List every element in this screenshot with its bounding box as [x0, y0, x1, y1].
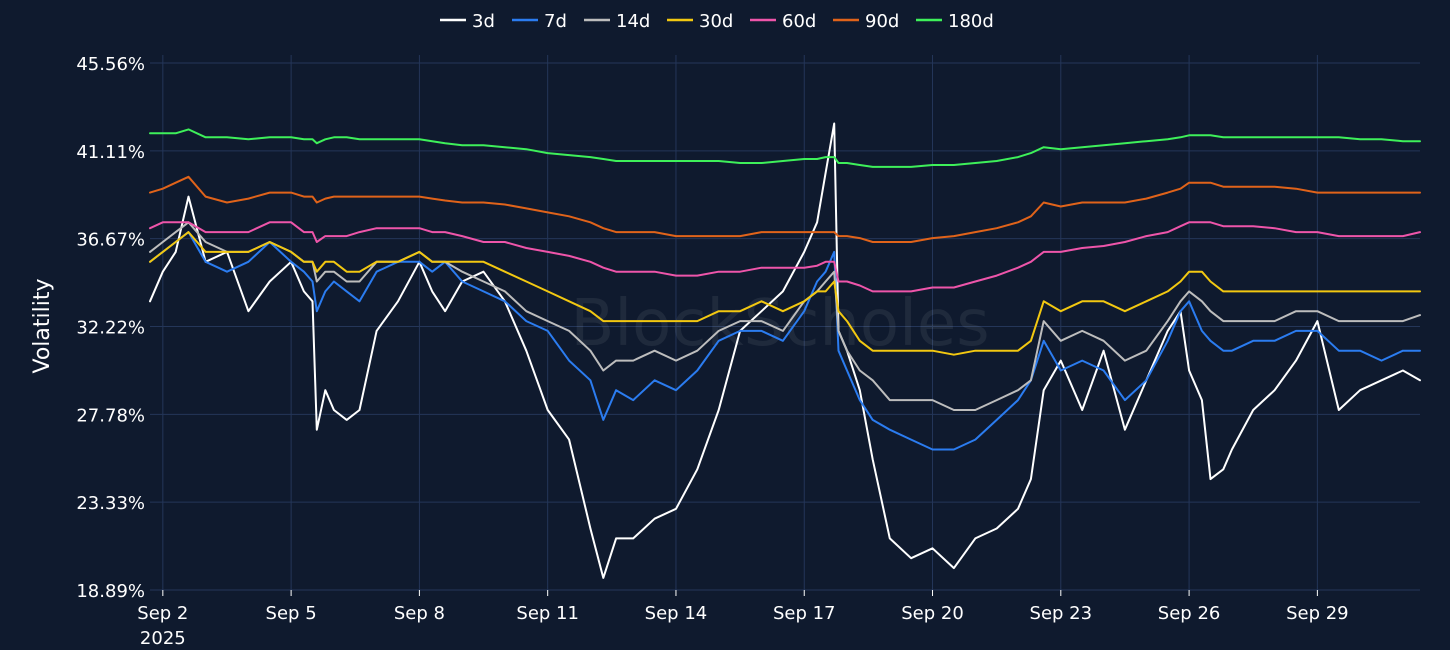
x-tick-label: Sep 14	[645, 603, 708, 624]
x-tick-label: Sep 17	[773, 603, 836, 624]
series-line-7d	[149, 231, 1421, 451]
y-tick-label: 32.22%	[76, 318, 145, 339]
series-line-90d	[149, 175, 1421, 243]
legend-item-180d[interactable]: 180d	[916, 11, 994, 32]
legend-label: 14d	[616, 11, 650, 32]
legend-label: 30d	[699, 11, 733, 32]
x-tick-label: Sep 26	[1158, 603, 1221, 624]
y-tick-label: 23.33%	[76, 493, 145, 514]
x-tick-label: Sep 20	[901, 603, 964, 624]
legend-label: 90d	[865, 11, 899, 32]
watermark-logo: BlockScholes	[570, 287, 989, 361]
grid-lines	[150, 55, 1420, 591]
legend-item-30d[interactable]: 30d	[667, 11, 733, 32]
y-tick-label: 18.89%	[76, 581, 145, 602]
y-tick-label: 27.78%	[76, 405, 145, 426]
x-tick-label: Sep 2	[137, 603, 188, 624]
legend-item-14d[interactable]: 14d	[584, 11, 650, 32]
x-tick-label: Sep 5	[266, 603, 317, 624]
legend-label: 180d	[948, 11, 994, 32]
legend-item-3d[interactable]: 3d	[440, 11, 495, 32]
x-axis-tick-labels: Sep 2 2025 Sep 5 Sep 8 Sep 11 Sep 14 Sep 17 Sep…	[137, 590, 1349, 649]
legend-item-60d[interactable]: 60d	[750, 11, 816, 32]
y-tick-label: 41.11%	[76, 142, 145, 163]
legend-item-90d[interactable]: 90d	[833, 11, 899, 32]
y-axis-title: Volatility	[30, 278, 55, 373]
series-line-3d	[149, 122, 1421, 579]
y-axis-tick-labels: 18.89% 23.33% 27.78% 32.22% 36.67% 41.11% 45.5…	[76, 54, 145, 602]
y-tick-label: 45.56%	[76, 54, 145, 75]
x-tick-label: Sep 23	[1030, 603, 1093, 624]
series-line-30d	[149, 231, 1421, 356]
legend-item-7d[interactable]: 7d	[512, 11, 567, 32]
legend-label: 3d	[472, 11, 495, 32]
series-line-14d	[149, 221, 1421, 411]
x-tick-sublabel: 2025	[140, 628, 186, 649]
x-tick-label: Sep 8	[394, 603, 445, 624]
x-tick-label: Sep 29	[1286, 603, 1349, 624]
x-tick-label: Sep 11	[516, 603, 579, 624]
series-line-60d	[149, 221, 1421, 293]
series-lines	[149, 122, 1421, 579]
y-tick-label: 36.67%	[76, 230, 145, 251]
legend: 3d 7d 14d 30d 60d 90d 180d	[440, 11, 994, 32]
legend-label: 60d	[782, 11, 816, 32]
legend-label: 7d	[544, 11, 567, 32]
series-line-180d	[149, 128, 1421, 168]
